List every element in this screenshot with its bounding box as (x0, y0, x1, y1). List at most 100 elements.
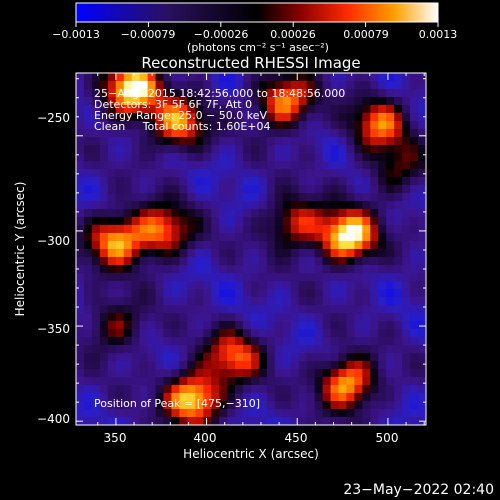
heatmap-cell (370, 105, 379, 114)
heatmap-cell (402, 393, 411, 402)
heatmap-cell (147, 393, 156, 402)
heatmap-cell (346, 385, 355, 394)
heatmap-cell (235, 153, 244, 162)
heatmap-cell (211, 105, 220, 114)
heatmap-cell (76, 137, 85, 146)
heatmap-cell (139, 81, 148, 90)
heatmap-cell (290, 313, 300, 322)
heatmap-cell (123, 337, 133, 346)
heatmap-cell (107, 185, 117, 194)
heatmap-cell (354, 177, 363, 186)
heatmap-cell (354, 185, 363, 194)
heatmap-cell (282, 369, 292, 378)
heatmap-cell (338, 81, 347, 90)
heatmap-cell (338, 97, 347, 106)
heatmap-cell (330, 401, 339, 410)
heatmap-cell (370, 361, 379, 370)
heatmap-cell (378, 217, 387, 226)
heatmap-cell (354, 313, 363, 322)
heatmap-cell (107, 153, 117, 162)
heatmap-cell (394, 313, 403, 322)
heatmap-cell (370, 225, 379, 234)
heatmap-cell (394, 281, 403, 290)
heatmap-cell (251, 369, 260, 378)
heatmap-cell (139, 241, 148, 250)
heatmap-cell (163, 185, 172, 194)
heatmap-cell (266, 81, 276, 90)
heatmap-cell (258, 177, 268, 186)
heatmap-cell (378, 329, 387, 338)
heatmap-cell (123, 297, 133, 306)
heatmap-cell (211, 161, 220, 170)
heatmap-cell (386, 241, 395, 250)
heatmap-cell (195, 385, 204, 394)
heatmap-cell (418, 201, 426, 210)
heatmap-cell (243, 113, 252, 122)
heatmap-cell (203, 193, 212, 202)
heatmap-cell (115, 153, 125, 162)
heatmap-cell (155, 401, 164, 410)
heatmap-cell (370, 233, 379, 242)
heatmap-cell (322, 241, 331, 250)
heatmap-cell (187, 265, 196, 274)
heatmap-cell (290, 273, 300, 282)
heatmap-cell (346, 81, 355, 90)
heatmap-cell (274, 241, 284, 250)
heatmap-cell (354, 377, 363, 386)
heatmap-cell (314, 193, 323, 202)
heatmap-cell (306, 193, 316, 202)
heatmap-cell (195, 225, 204, 234)
heatmap-cell (290, 137, 300, 146)
heatmap-cell (266, 369, 276, 378)
heatmap-cell (386, 257, 395, 266)
heatmap-cell (402, 281, 411, 290)
heatmap-cell (243, 233, 252, 242)
heatmap-cell (155, 137, 164, 146)
heatmap-cell (155, 361, 164, 370)
heatmap-cell (179, 401, 188, 410)
heatmap-cell (163, 385, 172, 394)
heatmap-cell (258, 153, 268, 162)
heatmap-cell (354, 393, 363, 402)
heatmap-cell (274, 89, 284, 98)
heatmap-cell (370, 121, 379, 130)
heatmap-cell (362, 161, 371, 170)
heatmap-cell (370, 321, 379, 330)
heatmap-cell (91, 97, 101, 106)
heatmap-cell (378, 241, 387, 250)
heatmap-cell (330, 289, 339, 298)
heatmap-cell (314, 153, 323, 162)
heatmap-cell (187, 177, 196, 186)
heatmap-cell (179, 209, 188, 218)
heatmap-cell (91, 417, 101, 425)
heatmap-cell (330, 257, 339, 266)
colorbar-units-label: (photons cm⁻² s⁻¹ asec⁻²) (187, 41, 329, 54)
heatmap-cell (227, 305, 236, 314)
heatmap-cell (362, 353, 371, 362)
heatmap-cell (298, 345, 308, 354)
heatmap-cell (163, 249, 172, 258)
heatmap-cell (306, 289, 316, 298)
heatmap-cell (131, 145, 141, 154)
heatmap-cell (290, 185, 300, 194)
heatmap-cell (99, 201, 109, 210)
heatmap-cell (378, 393, 387, 402)
heatmap-cell (378, 145, 387, 154)
heatmap-cell (219, 329, 228, 338)
heatmap-cell (338, 297, 347, 306)
heatmap-cell (306, 169, 316, 178)
heatmap-cell (139, 377, 148, 386)
heatmap-cell (147, 105, 156, 114)
heatmap-cell (235, 321, 244, 330)
heatmap-cell (123, 273, 133, 282)
heatmap-cell (187, 121, 196, 130)
heatmap-cell (338, 113, 347, 122)
heatmap-cell (266, 241, 276, 250)
heatmap-cell (171, 153, 180, 162)
heatmap-cell (155, 209, 164, 218)
heatmap-cell (107, 329, 117, 338)
heatmap-cell (76, 337, 85, 346)
heatmap-cell (163, 401, 172, 410)
heatmap-cell (251, 393, 260, 402)
heatmap-cell (163, 73, 172, 82)
